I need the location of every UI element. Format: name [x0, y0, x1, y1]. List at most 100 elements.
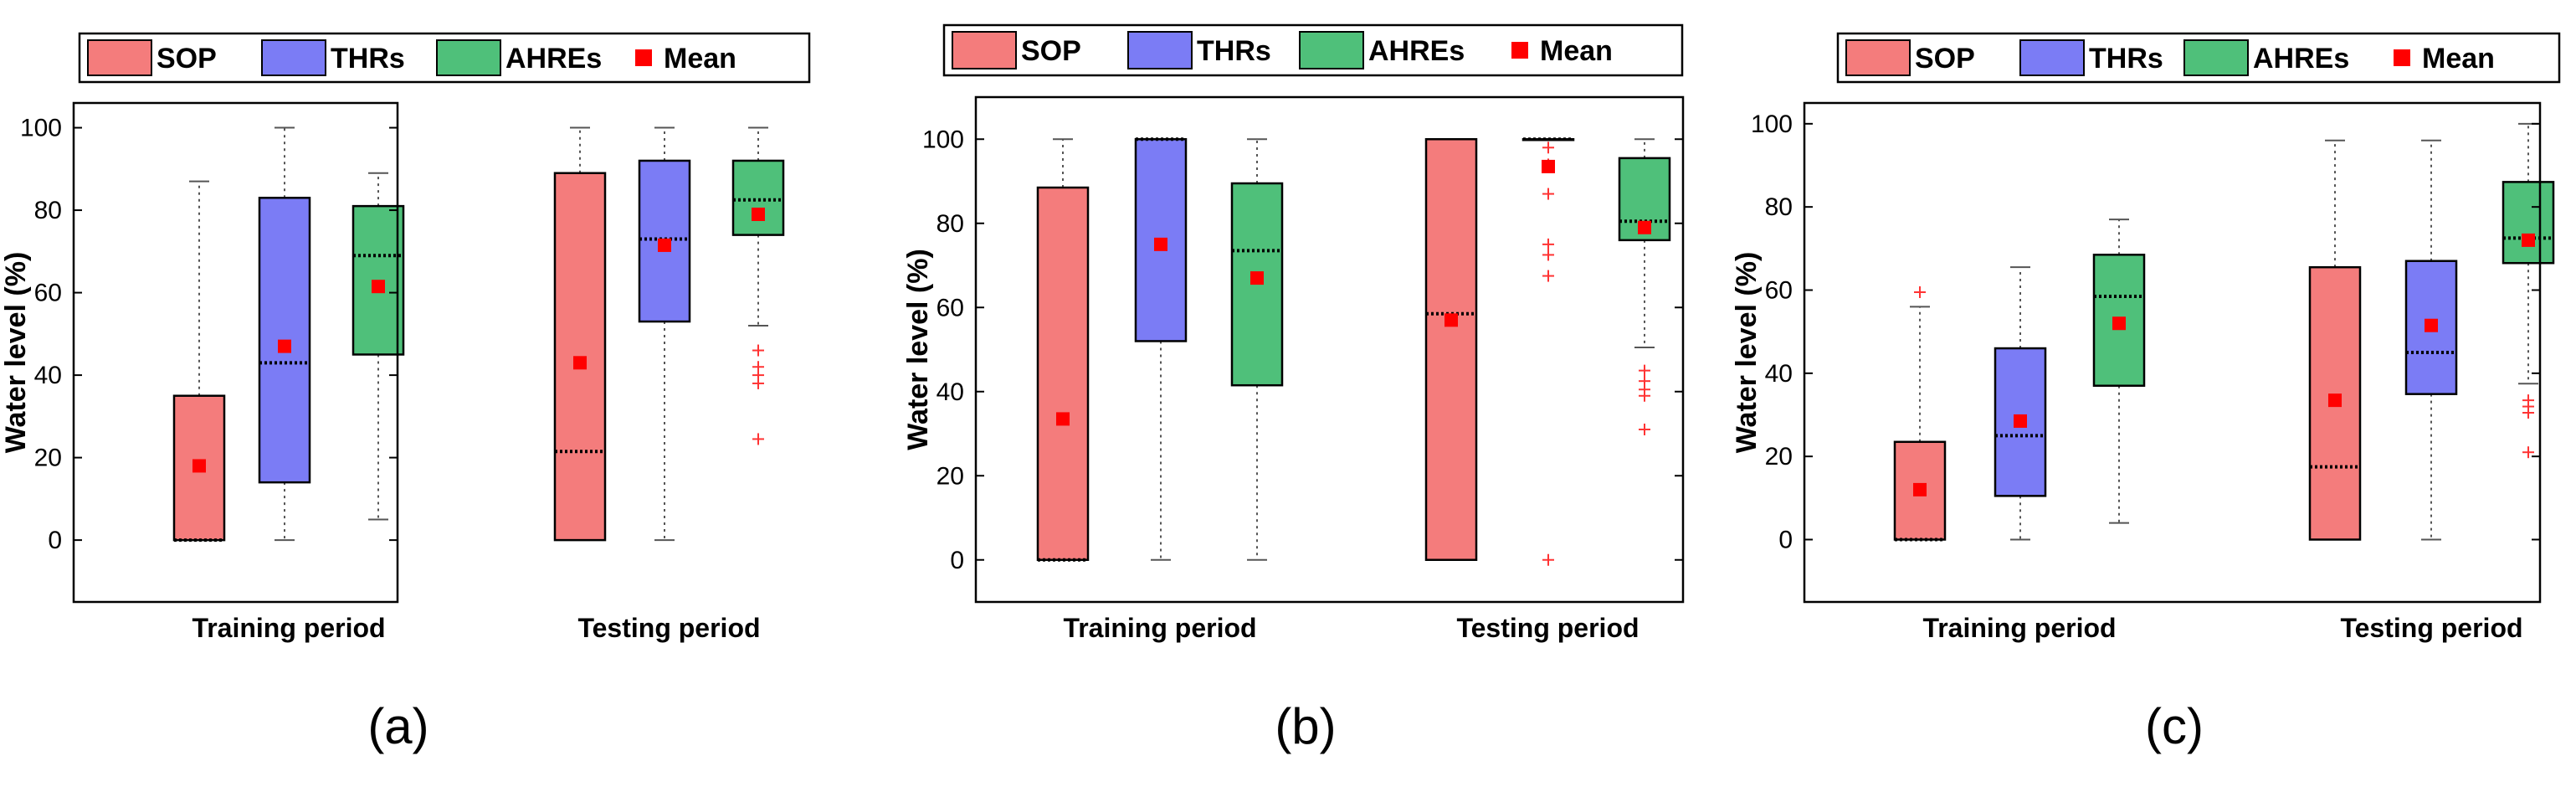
legend-item-thrs: THRs — [261, 39, 405, 76]
legend-swatch — [1845, 39, 1911, 76]
y-tick-label: 60 — [34, 280, 62, 307]
panel-label: (b) — [1275, 698, 1336, 754]
box-body — [2502, 181, 2555, 265]
outlier — [1639, 423, 1650, 435]
group-label-testing: Testing period — [2340, 613, 2522, 643]
outlier — [1542, 188, 1554, 200]
mean-marker — [573, 356, 587, 370]
panel-label: (c) — [2145, 698, 2204, 754]
group-label-training: Training period — [1922, 613, 2116, 643]
legend-label: Mean — [664, 43, 736, 75]
legend-label: SOP — [157, 43, 217, 75]
box-thrs-testing — [1521, 137, 1575, 566]
mean-marker — [1056, 412, 1070, 426]
y-tick-label: 100 — [922, 126, 964, 153]
legend-label: AHREs — [505, 43, 602, 75]
y-tick-label: 0 — [950, 547, 964, 574]
group-label-training: Training period — [1063, 613, 1256, 643]
legend-item-ahres: AHREs — [436, 39, 602, 76]
legend-label: AHREs — [1368, 35, 1465, 67]
box-sop-training — [172, 180, 226, 543]
mean-marker — [372, 280, 385, 294]
box-thrs-training — [1134, 137, 1188, 561]
outlier — [1914, 285, 1926, 298]
box-ahres-training — [352, 172, 405, 521]
outlier — [2522, 446, 2534, 459]
outlier — [1639, 389, 1650, 402]
box-ahres-training — [1230, 138, 1284, 561]
legend-label: SOP — [1021, 35, 1081, 67]
y-tick-label: 80 — [936, 210, 964, 238]
box-ahres-testing — [2502, 122, 2555, 459]
box-sop-training — [1893, 285, 1947, 542]
outlier — [1542, 141, 1554, 154]
y-tick-label: 40 — [936, 378, 964, 406]
mean-marker — [2328, 393, 2342, 408]
outlier — [1542, 238, 1554, 250]
axes-frame — [974, 95, 1685, 604]
mean-marker — [1154, 237, 1167, 251]
group-label-training: Training period — [192, 613, 385, 643]
mean-marker — [192, 459, 206, 473]
y-tick-label: 60 — [936, 294, 964, 321]
legend-item-thrs: THRs — [2019, 39, 2163, 76]
legend-swatch — [1127, 31, 1193, 69]
legend-swatch — [261, 39, 326, 76]
legend-label: THRs — [1197, 35, 1271, 67]
legend-label: SOP — [1915, 43, 1975, 75]
outlier — [752, 377, 764, 389]
box-thrs-testing — [2404, 139, 2458, 541]
y-axis-label: Water level (%) — [902, 249, 934, 450]
mean-marker — [752, 207, 765, 221]
y-tick-label: 0 — [1778, 527, 1793, 554]
legend-item-thrs: THRs — [1127, 31, 1271, 69]
group-label-testing: Testing period — [577, 613, 760, 643]
y-tick-label: 100 — [20, 115, 62, 142]
legend-item-sop: SOP — [87, 39, 217, 76]
box-thrs-training — [1994, 266, 2047, 541]
axes-frame — [72, 101, 399, 604]
mean-marker — [2425, 318, 2438, 332]
mean-marker — [658, 238, 671, 252]
panel-label: (a) — [367, 698, 428, 754]
y-axis-label: Water level (%) — [1731, 252, 1763, 454]
panel-2: 0 20 40 60 80 100 Water level (%) Training peri… — [902, 23, 1685, 754]
legend-item-mean: Mean — [1511, 35, 1613, 67]
box-body — [1036, 186, 1090, 561]
outlier — [1542, 249, 1554, 261]
legend-label: THRs — [2089, 43, 2163, 75]
y-tick-label: 80 — [34, 197, 62, 224]
legend-swatch — [2183, 39, 2249, 76]
mean-marker — [1542, 159, 1555, 173]
box-ahres-testing — [1618, 138, 1671, 435]
box-sop-testing — [2308, 139, 2362, 541]
y-tick-label: 40 — [34, 362, 62, 389]
legend-swatch — [952, 31, 1017, 69]
outlier — [2522, 407, 2534, 419]
mean-marker — [2014, 414, 2027, 428]
outlier — [1542, 553, 1554, 566]
mean-marker — [2112, 316, 2126, 331]
legend: SOP THRs AHREs Mean — [78, 32, 811, 84]
box-thrs-training — [258, 126, 311, 542]
box-body — [1424, 138, 1478, 561]
y-tick-label: 100 — [1751, 111, 1793, 138]
box-sop-testing — [553, 126, 607, 542]
legend-label: AHREs — [2253, 43, 2349, 75]
legend: SOP THRs AHREs Mean — [1836, 32, 2561, 84]
legend-swatch — [436, 39, 501, 76]
panel-1: 0 20 40 60 80 100 Water level (%) Training peri… — [0, 32, 811, 754]
y-tick-label: 60 — [1765, 277, 1793, 305]
box-body — [1230, 182, 1284, 387]
legend: SOP THRs AHREs Mean — [942, 23, 1684, 77]
mean-marker — [278, 339, 291, 353]
legend-item-ahres: AHREs — [1299, 31, 1465, 69]
y-tick-label: 80 — [1765, 193, 1793, 221]
legend-swatch — [2019, 39, 2085, 76]
outlier — [752, 433, 764, 445]
box-body — [731, 159, 785, 236]
legend-item-sop: SOP — [952, 31, 1081, 69]
y-tick-label: 20 — [34, 445, 62, 472]
y-tick-label: 40 — [1765, 360, 1793, 388]
